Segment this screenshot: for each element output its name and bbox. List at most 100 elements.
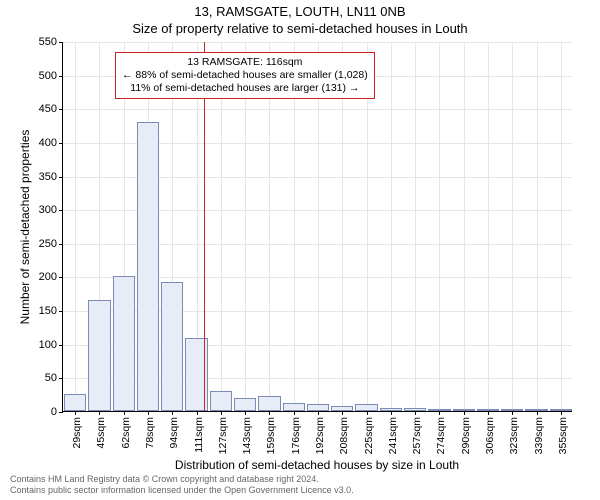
histogram-bar bbox=[355, 404, 377, 411]
xtick-label: 208sqm bbox=[338, 417, 350, 454]
ytick-mark bbox=[59, 378, 63, 379]
histogram-bar bbox=[331, 406, 353, 411]
xtick-label: 355sqm bbox=[557, 417, 569, 454]
xtick-label: 159sqm bbox=[265, 417, 277, 454]
xtick-mark bbox=[561, 411, 562, 415]
xtick-label: 225sqm bbox=[363, 417, 375, 454]
ytick-mark bbox=[59, 345, 63, 346]
ytick-label: 150 bbox=[39, 305, 57, 317]
chart-plot-area: 05010015020025030035040045050055029sqm45… bbox=[62, 42, 572, 412]
xtick-mark bbox=[415, 411, 416, 415]
xtick-label: 290sqm bbox=[460, 417, 472, 454]
gridline-v bbox=[415, 42, 416, 411]
xtick-mark bbox=[75, 411, 76, 415]
histogram-bar bbox=[258, 396, 280, 411]
xtick-mark bbox=[245, 411, 246, 415]
histogram-bar bbox=[88, 300, 110, 411]
histogram-bar bbox=[477, 409, 499, 411]
ytick-label: 0 bbox=[51, 406, 57, 418]
annotation-line2: ← 88% of semi-detached houses are smalle… bbox=[122, 69, 368, 82]
xtick-label: 45sqm bbox=[95, 417, 107, 449]
ytick-mark bbox=[59, 210, 63, 211]
ytick-label: 250 bbox=[39, 238, 57, 250]
plot-region: 05010015020025030035040045050055029sqm45… bbox=[62, 42, 572, 412]
footer-line2: Contains public sector information licen… bbox=[10, 485, 354, 496]
ytick-mark bbox=[59, 277, 63, 278]
xtick-mark bbox=[269, 411, 270, 415]
histogram-bar bbox=[453, 409, 475, 411]
ytick-label: 50 bbox=[45, 372, 57, 384]
gridline-v bbox=[439, 42, 440, 411]
annotation-line3: 11% of semi-detached houses are larger (… bbox=[122, 82, 368, 95]
annotation-line1: 13 RAMSGATE: 116sqm bbox=[122, 56, 368, 69]
xtick-mark bbox=[464, 411, 465, 415]
xtick-mark bbox=[124, 411, 125, 415]
gridline-v bbox=[391, 42, 392, 411]
xtick-mark bbox=[512, 411, 513, 415]
ytick-label: 500 bbox=[39, 70, 57, 82]
histogram-bar bbox=[428, 409, 450, 411]
xtick-mark bbox=[318, 411, 319, 415]
annotation-box: 13 RAMSGATE: 116sqm← 88% of semi-detache… bbox=[115, 52, 375, 99]
histogram-bar bbox=[161, 282, 183, 411]
histogram-bar bbox=[404, 408, 426, 411]
xtick-mark bbox=[221, 411, 222, 415]
gridline-v bbox=[512, 42, 513, 411]
page-title-line1: 13, RAMSGATE, LOUTH, LN11 0NB bbox=[0, 4, 600, 19]
xtick-label: 176sqm bbox=[290, 417, 302, 454]
ytick-label: 300 bbox=[39, 204, 57, 216]
ytick-label: 100 bbox=[39, 339, 57, 351]
xtick-label: 29sqm bbox=[71, 417, 83, 449]
xtick-label: 192sqm bbox=[314, 417, 326, 454]
ytick-mark bbox=[59, 177, 63, 178]
xtick-mark bbox=[294, 411, 295, 415]
ytick-mark bbox=[59, 244, 63, 245]
histogram-bar bbox=[525, 409, 547, 411]
y-axis-label: Number of semi-detached properties bbox=[18, 130, 32, 325]
ytick-mark bbox=[59, 76, 63, 77]
x-axis-label: Distribution of semi-detached houses by … bbox=[62, 458, 572, 472]
histogram-bar bbox=[550, 409, 572, 411]
xtick-label: 127sqm bbox=[217, 417, 229, 454]
y-axis-label-wrap: Number of semi-detached properties bbox=[18, 42, 32, 412]
page-title-line2: Size of property relative to semi-detach… bbox=[0, 21, 600, 36]
xtick-mark bbox=[367, 411, 368, 415]
xtick-mark bbox=[537, 411, 538, 415]
xtick-mark bbox=[197, 411, 198, 415]
xtick-label: 143sqm bbox=[241, 417, 253, 454]
xtick-mark bbox=[148, 411, 149, 415]
ytick-mark bbox=[59, 412, 63, 413]
xtick-label: 111sqm bbox=[193, 417, 205, 453]
histogram-bar bbox=[234, 398, 256, 411]
xtick-label: 306sqm bbox=[484, 417, 496, 454]
gridline-v bbox=[488, 42, 489, 411]
ytick-label: 200 bbox=[39, 271, 57, 283]
xtick-label: 78sqm bbox=[144, 417, 156, 449]
xtick-label: 94sqm bbox=[168, 417, 180, 449]
footer-attribution: Contains HM Land Registry data © Crown c… bbox=[10, 474, 354, 496]
ytick-mark bbox=[59, 109, 63, 110]
ytick-label: 450 bbox=[39, 103, 57, 115]
xtick-mark bbox=[99, 411, 100, 415]
gridline-v bbox=[537, 42, 538, 411]
xtick-label: 274sqm bbox=[435, 417, 447, 454]
xtick-mark bbox=[172, 411, 173, 415]
ytick-label: 550 bbox=[39, 36, 57, 48]
histogram-bar bbox=[307, 404, 329, 411]
xtick-label: 257sqm bbox=[411, 417, 423, 454]
ytick-label: 400 bbox=[39, 137, 57, 149]
gridline-v bbox=[75, 42, 76, 411]
xtick-mark bbox=[342, 411, 343, 415]
xtick-mark bbox=[488, 411, 489, 415]
ytick-label: 350 bbox=[39, 171, 57, 183]
histogram-bar bbox=[210, 391, 232, 411]
histogram-bar bbox=[501, 409, 523, 411]
xtick-mark bbox=[439, 411, 440, 415]
gridline-v bbox=[464, 42, 465, 411]
histogram-bar bbox=[137, 122, 159, 411]
xtick-label: 323sqm bbox=[508, 417, 520, 454]
footer-line1: Contains HM Land Registry data © Crown c… bbox=[10, 474, 354, 485]
ytick-mark bbox=[59, 143, 63, 144]
histogram-bar bbox=[113, 276, 135, 411]
xtick-label: 241sqm bbox=[387, 417, 399, 454]
